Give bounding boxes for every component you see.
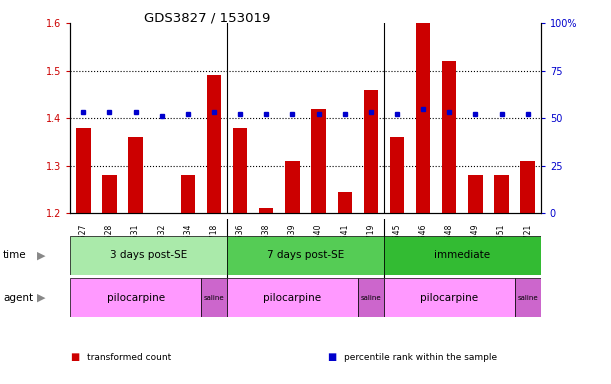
FancyBboxPatch shape: [384, 278, 514, 317]
Text: GSM367721: GSM367721: [523, 223, 532, 270]
Bar: [494, 175, 509, 213]
FancyBboxPatch shape: [70, 236, 227, 275]
Text: GSM367540: GSM367540: [314, 223, 323, 270]
Text: GSM367541: GSM367541: [340, 223, 349, 270]
Bar: [259, 209, 274, 213]
Text: 3 days post-SE: 3 days post-SE: [110, 250, 188, 260]
Text: GSM367546: GSM367546: [419, 223, 428, 270]
Bar: [181, 175, 195, 213]
FancyBboxPatch shape: [201, 278, 227, 317]
Text: GSM367528: GSM367528: [105, 223, 114, 270]
Text: GSM367527: GSM367527: [79, 223, 88, 270]
Text: GSM367539: GSM367539: [288, 223, 297, 270]
Text: GDS3827 / 153019: GDS3827 / 153019: [144, 12, 270, 25]
Bar: [128, 137, 143, 213]
Bar: [416, 23, 430, 213]
Text: time: time: [3, 250, 27, 260]
Text: GSM367545: GSM367545: [392, 223, 401, 270]
Text: GSM367531: GSM367531: [131, 223, 140, 270]
Text: agent: agent: [3, 293, 33, 303]
Text: GSM367719: GSM367719: [367, 223, 375, 270]
Bar: [390, 137, 404, 213]
FancyBboxPatch shape: [358, 278, 384, 317]
Text: GSM367534: GSM367534: [183, 223, 192, 270]
Text: percentile rank within the sample: percentile rank within the sample: [344, 353, 497, 362]
Text: GSM367532: GSM367532: [157, 223, 166, 270]
Bar: [102, 175, 117, 213]
FancyBboxPatch shape: [514, 278, 541, 317]
Bar: [207, 75, 221, 213]
Text: saline: saline: [518, 295, 538, 301]
Text: saline: saline: [360, 295, 381, 301]
Text: ▶: ▶: [37, 250, 46, 260]
Text: immediate: immediate: [434, 250, 491, 260]
Bar: [442, 61, 456, 213]
Text: GSM367549: GSM367549: [471, 223, 480, 270]
Text: GSM367548: GSM367548: [445, 223, 454, 270]
Text: ▶: ▶: [37, 293, 46, 303]
Text: saline: saline: [203, 295, 224, 301]
Text: GSM367551: GSM367551: [497, 223, 506, 270]
Bar: [364, 89, 378, 213]
Text: ■: ■: [70, 352, 79, 362]
Bar: [337, 192, 352, 213]
Bar: [233, 127, 247, 213]
Text: GSM367538: GSM367538: [262, 223, 271, 270]
Text: GSM367718: GSM367718: [210, 223, 219, 270]
Text: GSM367536: GSM367536: [236, 223, 244, 270]
Text: pilocarpine: pilocarpine: [263, 293, 321, 303]
Text: pilocarpine: pilocarpine: [106, 293, 165, 303]
FancyBboxPatch shape: [227, 236, 384, 275]
Text: 7 days post-SE: 7 days post-SE: [267, 250, 344, 260]
FancyBboxPatch shape: [70, 278, 201, 317]
FancyBboxPatch shape: [384, 236, 541, 275]
Bar: [76, 127, 90, 213]
Bar: [312, 109, 326, 213]
Text: ■: ■: [327, 352, 336, 362]
Text: transformed count: transformed count: [87, 353, 172, 362]
Bar: [468, 175, 483, 213]
Text: pilocarpine: pilocarpine: [420, 293, 478, 303]
Bar: [521, 161, 535, 213]
FancyBboxPatch shape: [227, 278, 358, 317]
Bar: [285, 161, 299, 213]
